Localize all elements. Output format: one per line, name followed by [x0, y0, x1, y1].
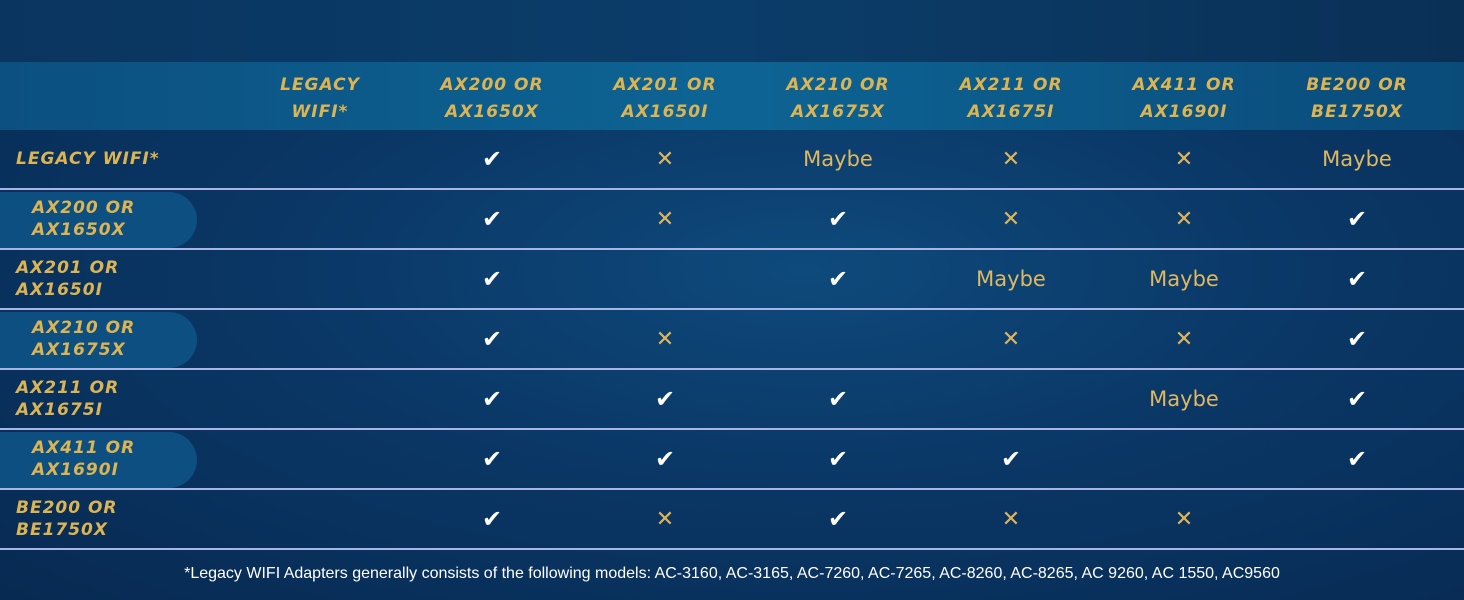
row-label: LEGACY WIFI*: [16, 149, 160, 169]
column-header: LEGACY WIFI*: [280, 75, 360, 122]
empty-cell: [235, 190, 405, 248]
footnote: *Legacy WIFI Adapters generally consists…: [184, 565, 1280, 582]
column-header: BE200 OR BE1750X: [1306, 75, 1408, 122]
cross-icon: ✕: [1174, 506, 1194, 532]
check-icon: ✔: [481, 325, 503, 353]
empty-cell: [235, 430, 405, 488]
check-icon: ✔: [481, 505, 503, 533]
cross-icon: ✕: [1001, 506, 1021, 532]
row-label: AX210 OR AX1675X: [32, 318, 136, 360]
cross-icon: ✕: [1001, 146, 1021, 172]
row-label: BE200 OR BE1750X: [16, 498, 118, 540]
empty-cell: [235, 370, 405, 428]
check-icon: ✔: [1346, 385, 1368, 413]
cross-icon: ✕: [655, 146, 675, 172]
empty-cell: [1099, 430, 1269, 488]
cross-icon: ✕: [655, 506, 675, 532]
column-header: AX201 OR AX1650I: [613, 75, 717, 122]
row-label-pill: [0, 312, 197, 368]
row-label: AX411 OR AX1690I: [32, 438, 136, 480]
empty-cell: [1272, 490, 1442, 548]
maybe-text: Maybe: [1149, 267, 1219, 291]
check-icon: ✔: [827, 505, 849, 533]
cross-icon: ✕: [655, 206, 675, 232]
row-label: AX211 OR AX1675I: [16, 378, 120, 420]
empty-cell: [235, 490, 405, 548]
check-icon: ✔: [1000, 445, 1022, 473]
empty-cell: [926, 370, 1096, 428]
column-header: AX411 OR AX1690I: [1132, 75, 1236, 122]
check-icon: ✔: [654, 385, 676, 413]
empty-cell: [753, 310, 923, 368]
row-label-pill: [0, 432, 197, 488]
check-icon: ✔: [1346, 445, 1368, 473]
cross-icon: ✕: [1174, 146, 1194, 172]
table-row: AX200 OR AX1650X ✔ ✕ ✔ ✕ ✕ ✔: [0, 190, 1464, 250]
check-icon: ✔: [1346, 325, 1368, 353]
check-icon: ✔: [1346, 265, 1368, 293]
check-icon: ✔: [481, 445, 503, 473]
maybe-text: Maybe: [1322, 147, 1392, 171]
row-label-pill: [0, 192, 197, 248]
table-row: AX211 OR AX1675I ✔ ✔ ✔ Maybe ✔: [0, 370, 1464, 430]
check-icon: ✔: [481, 265, 503, 293]
cross-icon: ✕: [1174, 326, 1194, 352]
check-icon: ✔: [827, 385, 849, 413]
table-row: LEGACY WIFI* ✔ ✕ Maybe ✕ ✕ Maybe: [0, 130, 1464, 190]
top-banner: [0, 0, 1464, 62]
cross-icon: ✕: [1001, 206, 1021, 232]
column-header: AX200 OR AX1650X: [440, 75, 544, 122]
table-row: AX201 OR AX1650I ✔ ✔ Maybe Maybe ✔: [0, 250, 1464, 310]
maybe-text: Maybe: [1149, 387, 1219, 411]
check-icon: ✔: [481, 385, 503, 413]
check-icon: ✔: [827, 265, 849, 293]
row-label: AX201 OR AX1650I: [16, 258, 120, 300]
table-row: AX411 OR AX1690I ✔ ✔ ✔ ✔ ✔: [0, 430, 1464, 490]
column-header: AX210 OR AX1675X: [786, 75, 890, 122]
table-row: BE200 OR BE1750X ✔ ✕ ✔ ✕ ✕: [0, 490, 1464, 550]
check-icon: ✔: [654, 445, 676, 473]
empty-cell: [235, 250, 405, 308]
maybe-text: Maybe: [803, 147, 873, 171]
check-icon: ✔: [827, 205, 849, 233]
cross-icon: ✕: [1174, 206, 1194, 232]
maybe-text: Maybe: [976, 267, 1046, 291]
empty-cell: [235, 310, 405, 368]
empty-cell: [235, 130, 405, 188]
check-icon: ✔: [827, 445, 849, 473]
row-label: AX200 OR AX1650X: [32, 198, 136, 240]
column-header: AX211 OR AX1675I: [959, 75, 1063, 122]
cross-icon: ✕: [655, 326, 675, 352]
cross-icon: ✕: [1001, 326, 1021, 352]
empty-cell: [580, 250, 750, 308]
table-row: AX210 OR AX1675X ✔ ✕ ✕ ✕ ✔: [0, 310, 1464, 370]
check-icon: ✔: [481, 205, 503, 233]
check-icon: ✔: [1346, 205, 1368, 233]
table-header: LEGACY WIFI* AX200 OR AX1650X AX201 OR AX1…: [0, 62, 1464, 130]
check-icon: ✔: [481, 145, 503, 173]
